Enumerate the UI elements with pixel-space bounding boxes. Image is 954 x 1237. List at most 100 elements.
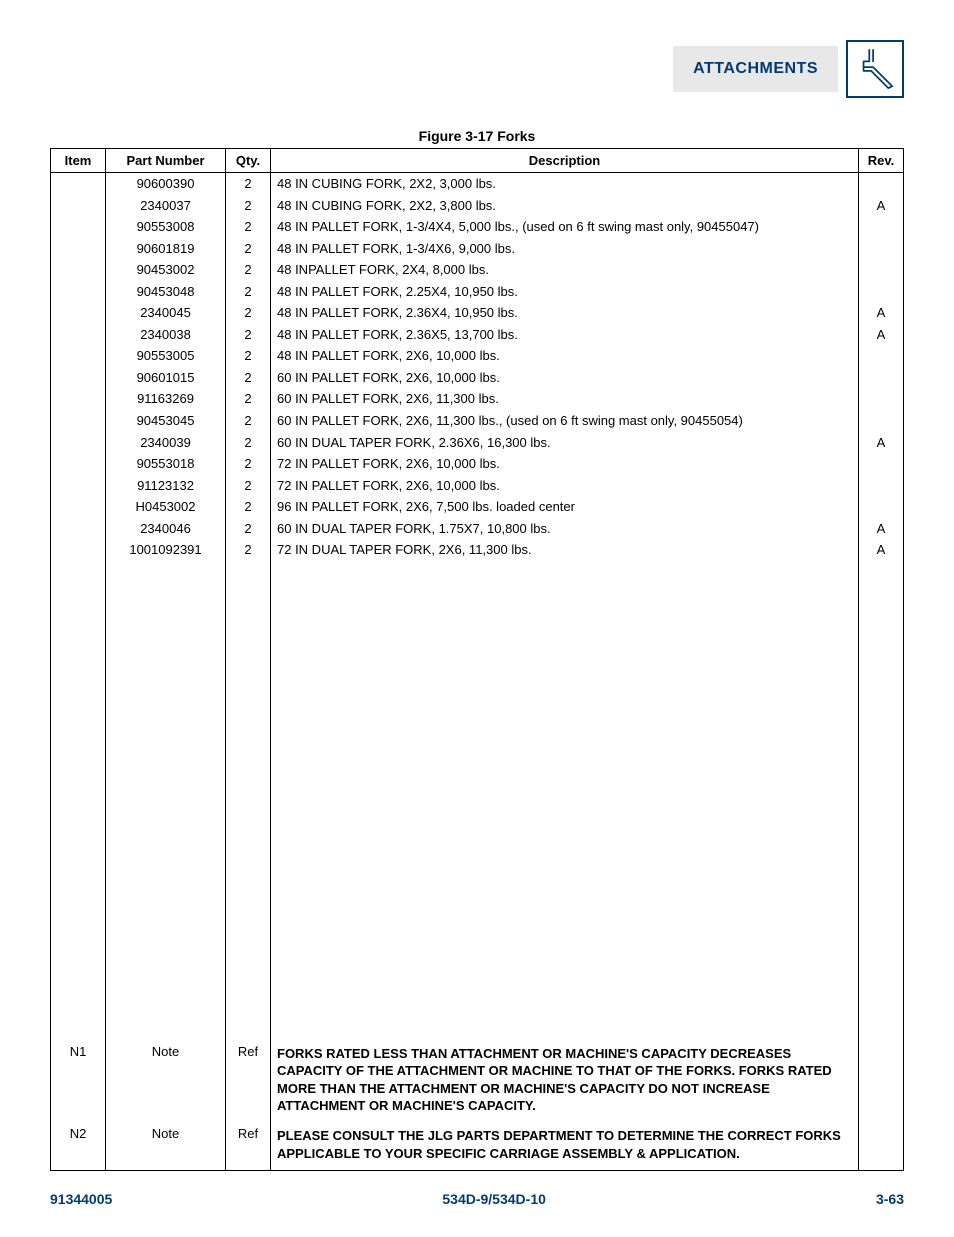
fork-attachment-icon bbox=[854, 47, 896, 91]
col-header-desc: Description bbox=[271, 149, 859, 173]
table-row: 2340039260 IN DUAL TAPER FORK, 2.36X6, 1… bbox=[51, 432, 904, 454]
table-row: H0453002296 IN PALLET FORK, 2X6, 7,500 l… bbox=[51, 496, 904, 518]
cell-item bbox=[51, 195, 106, 217]
cell-qty: 2 bbox=[226, 410, 271, 432]
cell-desc: 96 IN PALLET FORK, 2X6, 7,500 lbs. loade… bbox=[271, 496, 859, 518]
cell-desc: 48 IN CUBING FORK, 2X2, 3,000 lbs. bbox=[271, 173, 859, 195]
table-row: 91163269260 IN PALLET FORK, 2X6, 11,300 … bbox=[51, 388, 904, 410]
cell-qty: 2 bbox=[226, 173, 271, 195]
cell-rev: A bbox=[859, 539, 904, 561]
cell-part: 90553018 bbox=[106, 453, 226, 475]
cell-rev bbox=[859, 496, 904, 518]
table-row: 90553018272 IN PALLET FORK, 2X6, 10,000 … bbox=[51, 453, 904, 475]
cell-item: N2 bbox=[51, 1123, 106, 1171]
cell-rev: A bbox=[859, 195, 904, 217]
cell-qty: 2 bbox=[226, 281, 271, 303]
cell-rev bbox=[859, 216, 904, 238]
col-header-rev: Rev. bbox=[859, 149, 904, 173]
cell-item bbox=[51, 496, 106, 518]
cell-desc: 48 INPALLET FORK, 2X4, 8,000 lbs. bbox=[271, 259, 859, 281]
cell-qty: Ref bbox=[226, 1123, 271, 1171]
cell-part: 91123132 bbox=[106, 475, 226, 497]
cell-item bbox=[51, 539, 106, 561]
header-label: ATTACHMENTS bbox=[693, 60, 818, 77]
table-row: 1001092391272 IN DUAL TAPER FORK, 2X6, 1… bbox=[51, 539, 904, 561]
cell-rev bbox=[859, 367, 904, 389]
cell-item bbox=[51, 302, 106, 324]
cell-desc: 60 IN DUAL TAPER FORK, 2.36X6, 16,300 lb… bbox=[271, 432, 859, 454]
cell-rev bbox=[859, 453, 904, 475]
cell-part: 2340039 bbox=[106, 432, 226, 454]
cell-desc: 60 IN PALLET FORK, 2X6, 10,000 lbs. bbox=[271, 367, 859, 389]
cell-part: 2340037 bbox=[106, 195, 226, 217]
cell-part: 90453002 bbox=[106, 259, 226, 281]
cell-qty: 2 bbox=[226, 302, 271, 324]
cell-desc: FORKS RATED LESS THAN ATTACHMENT OR MACH… bbox=[271, 1041, 859, 1123]
cell-part: 90601015 bbox=[106, 367, 226, 389]
cell-qty: 2 bbox=[226, 345, 271, 367]
cell-desc: 48 IN PALLET FORK, 2.36X4, 10,950 lbs. bbox=[271, 302, 859, 324]
cell-rev: A bbox=[859, 302, 904, 324]
table-row: 2340038248 IN PALLET FORK, 2.36X5, 13,70… bbox=[51, 324, 904, 346]
table-row: 90453002248 INPALLET FORK, 2X4, 8,000 lb… bbox=[51, 259, 904, 281]
cell-rev: A bbox=[859, 518, 904, 540]
cell-qty: 2 bbox=[226, 259, 271, 281]
cell-part: 91163269 bbox=[106, 388, 226, 410]
table-row: 90601015260 IN PALLET FORK, 2X6, 10,000 … bbox=[51, 367, 904, 389]
table-row: 2340046260 IN DUAL TAPER FORK, 1.75X7, 1… bbox=[51, 518, 904, 540]
cell-part: 90453048 bbox=[106, 281, 226, 303]
cell-rev: A bbox=[859, 324, 904, 346]
table-row: 91123132272 IN PALLET FORK, 2X6, 10,000 … bbox=[51, 475, 904, 497]
footer-left: 91344005 bbox=[50, 1191, 112, 1207]
cell-desc: 60 IN PALLET FORK, 2X6, 11,300 lbs., (us… bbox=[271, 410, 859, 432]
cell-qty: 2 bbox=[226, 432, 271, 454]
cell-rev bbox=[859, 345, 904, 367]
cell-qty: 2 bbox=[226, 518, 271, 540]
cell-rev bbox=[859, 173, 904, 195]
cell-qty: 2 bbox=[226, 496, 271, 518]
page-header: ATTACHMENTS bbox=[50, 40, 904, 98]
cell-qty: 2 bbox=[226, 475, 271, 497]
cell-part: Note bbox=[106, 1041, 226, 1123]
cell-part: 90600390 bbox=[106, 173, 226, 195]
cell-item bbox=[51, 367, 106, 389]
cell-desc: 72 IN PALLET FORK, 2X6, 10,000 lbs. bbox=[271, 475, 859, 497]
cell-item bbox=[51, 238, 106, 260]
cell-qty: 2 bbox=[226, 216, 271, 238]
cell-desc: 72 IN PALLET FORK, 2X6, 10,000 lbs. bbox=[271, 453, 859, 475]
cell-item bbox=[51, 259, 106, 281]
cell-item bbox=[51, 281, 106, 303]
cell-qty: 2 bbox=[226, 388, 271, 410]
cell-rev bbox=[859, 238, 904, 260]
table-header-row: Item Part Number Qty. Description Rev. bbox=[51, 149, 904, 173]
cell-rev bbox=[859, 388, 904, 410]
cell-qty: 2 bbox=[226, 324, 271, 346]
cell-part: 2340046 bbox=[106, 518, 226, 540]
cell-part: 90553008 bbox=[106, 216, 226, 238]
cell-desc: 60 IN DUAL TAPER FORK, 1.75X7, 10,800 lb… bbox=[271, 518, 859, 540]
cell-desc: 48 IN CUBING FORK, 2X2, 3,800 lbs. bbox=[271, 195, 859, 217]
cell-qty: 2 bbox=[226, 195, 271, 217]
cell-part: 90453045 bbox=[106, 410, 226, 432]
attachment-icon-box bbox=[846, 40, 904, 98]
table-row: 90553008248 IN PALLET FORK, 1-3/4X4, 5,0… bbox=[51, 216, 904, 238]
cell-item bbox=[51, 410, 106, 432]
cell-qty: 2 bbox=[226, 539, 271, 561]
cell-desc: 48 IN PALLET FORK, 1-3/4X4, 5,000 lbs., … bbox=[271, 216, 859, 238]
cell-rev: A bbox=[859, 432, 904, 454]
cell-item bbox=[51, 432, 106, 454]
col-header-part: Part Number bbox=[106, 149, 226, 173]
table-body: 90600390248 IN CUBING FORK, 2X2, 3,000 l… bbox=[51, 173, 904, 1171]
table-row: 2340045248 IN PALLET FORK, 2.36X4, 10,95… bbox=[51, 302, 904, 324]
cell-item bbox=[51, 345, 106, 367]
cell-desc: PLEASE CONSULT THE JLG PARTS DEPARTMENT … bbox=[271, 1123, 859, 1171]
table-row: 90600390248 IN CUBING FORK, 2X2, 3,000 l… bbox=[51, 173, 904, 195]
cell-item bbox=[51, 388, 106, 410]
footer-center: 534D-9/534D-10 bbox=[442, 1191, 546, 1207]
table-row: 2340037248 IN CUBING FORK, 2X2, 3,800 lb… bbox=[51, 195, 904, 217]
cell-qty: Ref bbox=[226, 1041, 271, 1123]
table-row: 90601819248 IN PALLET FORK, 1-3/4X6, 9,0… bbox=[51, 238, 904, 260]
cell-part: Note bbox=[106, 1123, 226, 1171]
cell-part: 90601819 bbox=[106, 238, 226, 260]
table-note-row: N2NoteRefPLEASE CONSULT THE JLG PARTS DE… bbox=[51, 1123, 904, 1171]
